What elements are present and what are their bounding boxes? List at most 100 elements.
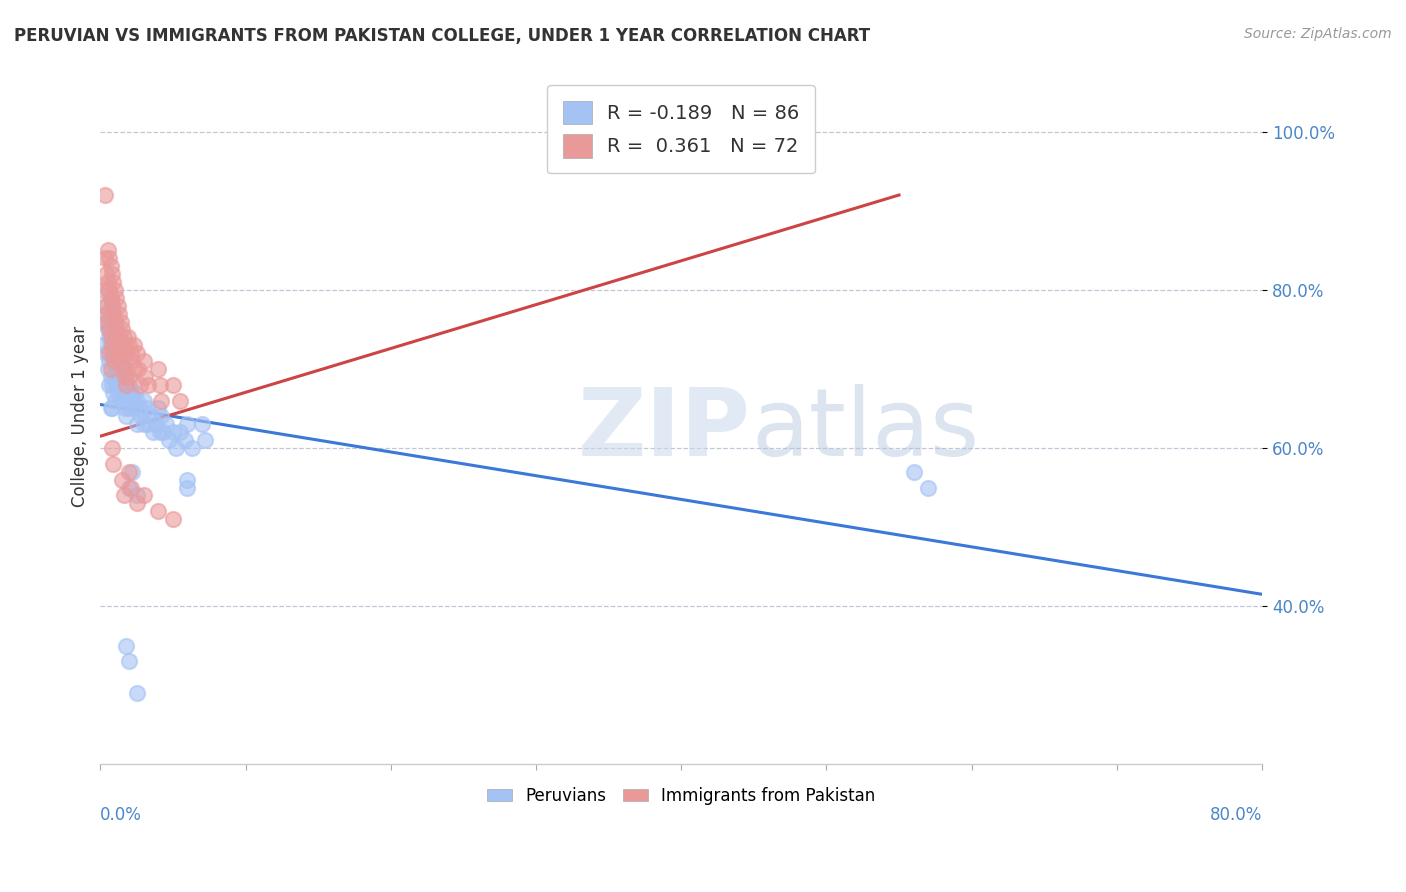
Point <box>100 362 122 376</box>
Point <box>93 299 115 313</box>
Point <box>118 377 141 392</box>
Point <box>103 354 125 368</box>
Point <box>108 338 131 352</box>
Text: ZIP: ZIP <box>578 384 751 476</box>
Point <box>108 369 131 384</box>
Point <box>149 377 172 392</box>
Point <box>132 393 155 408</box>
Point <box>98 322 121 336</box>
Point <box>97 314 120 328</box>
Point <box>173 433 195 447</box>
Point <box>101 299 124 313</box>
Point <box>129 409 152 424</box>
Point <box>100 369 122 384</box>
Point <box>148 362 170 376</box>
Point <box>917 481 939 495</box>
Point <box>125 488 148 502</box>
Point <box>125 346 148 360</box>
Point <box>118 481 141 495</box>
Point <box>97 275 120 289</box>
Point <box>135 401 157 416</box>
Point <box>111 354 134 368</box>
Point <box>111 322 134 336</box>
Text: atlas: atlas <box>751 384 979 476</box>
Point <box>150 393 173 408</box>
Point <box>108 338 131 352</box>
Point <box>194 433 217 447</box>
Point <box>148 504 170 518</box>
Point <box>104 354 127 368</box>
Point <box>112 362 135 376</box>
Point <box>115 409 138 424</box>
Point <box>103 275 125 289</box>
Point <box>114 369 136 384</box>
Point <box>128 377 150 392</box>
Text: 0.0%: 0.0% <box>100 806 142 824</box>
Point <box>103 346 125 360</box>
Point <box>122 401 145 416</box>
Point <box>155 417 177 432</box>
Point <box>110 346 132 360</box>
Point <box>152 425 174 440</box>
Point <box>103 307 125 321</box>
Point <box>145 417 167 432</box>
Point <box>101 346 124 360</box>
Point <box>97 322 120 336</box>
Point <box>100 401 122 416</box>
Point <box>105 322 128 336</box>
Point <box>112 362 135 376</box>
Point <box>96 346 118 360</box>
Text: 80.0%: 80.0% <box>1209 806 1263 824</box>
Point <box>124 385 146 400</box>
Point <box>110 314 132 328</box>
Point <box>157 433 180 447</box>
Point <box>125 496 148 510</box>
Point <box>162 425 184 440</box>
Point <box>101 401 124 416</box>
Point <box>120 385 142 400</box>
Point <box>136 417 159 432</box>
Point <box>121 393 143 408</box>
Point <box>115 639 138 653</box>
Point <box>104 314 127 328</box>
Point <box>105 322 128 336</box>
Point <box>120 481 142 495</box>
Point <box>103 307 125 321</box>
Point <box>104 369 127 384</box>
Point <box>125 417 148 432</box>
Point <box>112 330 135 344</box>
Point <box>103 457 125 471</box>
Point <box>93 314 115 328</box>
Point <box>169 393 191 408</box>
Point <box>118 369 141 384</box>
Point <box>97 244 120 258</box>
Text: Source: ZipAtlas.com: Source: ZipAtlas.com <box>1244 27 1392 41</box>
Point <box>96 267 118 281</box>
Point <box>176 417 198 432</box>
Point <box>101 322 124 336</box>
Point <box>150 409 173 424</box>
Point <box>111 385 134 400</box>
Point <box>162 512 184 526</box>
Point <box>114 338 136 352</box>
Point <box>105 377 128 392</box>
Point <box>122 338 145 352</box>
Point <box>101 338 124 352</box>
Point <box>117 385 139 400</box>
Point <box>110 346 132 360</box>
Point <box>112 488 135 502</box>
Point <box>103 385 125 400</box>
Point <box>107 362 129 376</box>
Point <box>105 346 128 360</box>
Point <box>91 283 114 297</box>
Point <box>91 338 114 352</box>
Point <box>100 314 122 328</box>
Point <box>101 267 124 281</box>
Point <box>114 369 136 384</box>
Point <box>134 369 156 384</box>
Point <box>176 473 198 487</box>
Point <box>114 401 136 416</box>
Point <box>93 252 115 266</box>
Point <box>125 686 148 700</box>
Point <box>100 291 122 305</box>
